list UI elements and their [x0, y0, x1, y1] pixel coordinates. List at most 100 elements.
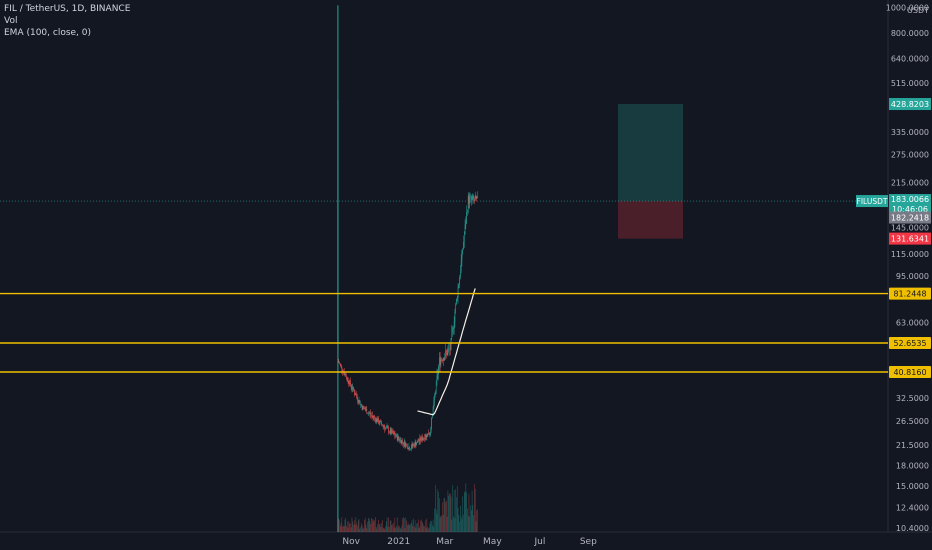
y-tick-label: 275.0000 — [891, 151, 929, 160]
candle-body — [385, 427, 386, 430]
candle-body — [421, 436, 423, 441]
volume-bar — [358, 519, 360, 532]
y-tick-label: 115.0000 — [891, 250, 929, 259]
candle-body — [396, 434, 397, 437]
volume-bar — [452, 485, 453, 532]
volume-bar — [394, 517, 396, 532]
volume-bar — [356, 523, 357, 532]
volume-bar — [425, 527, 427, 532]
currency-label: USDT — [907, 6, 929, 15]
candle-body — [449, 348, 450, 350]
volume-bar — [412, 525, 414, 532]
candle-body — [440, 359, 442, 365]
volume-bar — [445, 501, 446, 532]
volume-bar — [393, 522, 394, 532]
candle-body — [435, 391, 436, 395]
volume-bar — [393, 527, 395, 532]
candle-body — [410, 449, 411, 451]
candle-body — [462, 248, 463, 251]
price-marker-tag — [889, 232, 931, 245]
candle-body — [422, 438, 424, 441]
volume-bar — [460, 505, 461, 532]
volume-bar — [432, 519, 434, 532]
volume-bar — [350, 523, 351, 532]
candle-body — [397, 436, 399, 441]
volume-bar — [460, 516, 462, 532]
volume-bar — [431, 521, 432, 532]
volume-bar — [447, 490, 449, 532]
symbol-title[interactable]: FIL / TetherUS, 1D, BINANCE — [4, 4, 131, 14]
candle-body — [390, 429, 392, 434]
candle-body — [404, 441, 406, 447]
candle-body — [466, 211, 467, 223]
volume-bar — [382, 520, 383, 532]
candle-body — [347, 378, 349, 383]
candle-body — [357, 396, 358, 401]
volume-legend[interactable]: Vol — [4, 16, 18, 26]
candle-body — [407, 448, 409, 450]
volume-bar — [346, 521, 348, 532]
candle-body — [360, 403, 361, 405]
volume-bar — [346, 526, 347, 532]
volume-bar — [409, 525, 410, 532]
candle-body — [434, 394, 435, 401]
volume-bar — [461, 519, 463, 532]
volume-bar — [349, 523, 350, 532]
volume-bar — [424, 520, 426, 532]
y-tick-label: 12.4000 — [896, 504, 929, 513]
volume-bar — [439, 498, 440, 532]
volume-bar — [351, 517, 353, 532]
volume-bar — [421, 521, 423, 532]
level-price-tag — [889, 366, 931, 379]
volume-bar — [398, 525, 400, 532]
volume-bar — [423, 526, 425, 532]
volume-bar — [454, 518, 456, 532]
volume-bar — [389, 520, 391, 532]
candle-body — [396, 434, 398, 441]
y-tick-label: 335.0000 — [891, 128, 929, 137]
volume-bar — [467, 515, 469, 532]
volume-bar — [453, 489, 455, 532]
candle-body — [368, 412, 370, 414]
volume-bar — [453, 516, 454, 532]
volume-bar — [443, 498, 445, 532]
candle-body — [428, 433, 429, 435]
candle-body — [425, 437, 426, 440]
candle-body — [456, 298, 457, 304]
volume-bar — [381, 522, 382, 532]
volume-bar — [465, 483, 467, 532]
candle-body — [417, 440, 419, 442]
ema-legend[interactable]: EMA (100, close, 0) — [4, 28, 92, 38]
candle-body — [454, 312, 456, 323]
volume-bar — [438, 491, 439, 532]
candle-body — [444, 356, 446, 361]
candle-body — [373, 416, 375, 418]
candle-body — [424, 437, 425, 440]
volume-bar — [350, 527, 352, 532]
candle-body — [476, 196, 478, 198]
volume-bar — [355, 517, 357, 532]
candle-body — [339, 362, 340, 364]
volume-bar — [417, 523, 418, 532]
candle-body — [379, 421, 381, 424]
volume-bar — [477, 509, 478, 532]
volume-bar — [444, 497, 446, 532]
volume-bar — [451, 519, 453, 532]
volume-bar — [378, 520, 379, 532]
candle-body — [477, 196, 478, 198]
volume-bar — [354, 524, 356, 532]
candle-body — [453, 327, 454, 329]
candle-body — [339, 363, 341, 365]
candle-body — [439, 357, 440, 367]
candle-body — [362, 406, 364, 410]
candle-body — [361, 405, 363, 410]
candle-body — [394, 434, 396, 437]
candle-body — [438, 366, 439, 375]
candle-body — [468, 196, 470, 204]
y-tick-label: 800.0000 — [891, 29, 929, 38]
candle-body — [372, 415, 374, 418]
candle-body — [357, 400, 359, 403]
volume-bar — [424, 526, 425, 532]
candle-body — [453, 322, 455, 329]
